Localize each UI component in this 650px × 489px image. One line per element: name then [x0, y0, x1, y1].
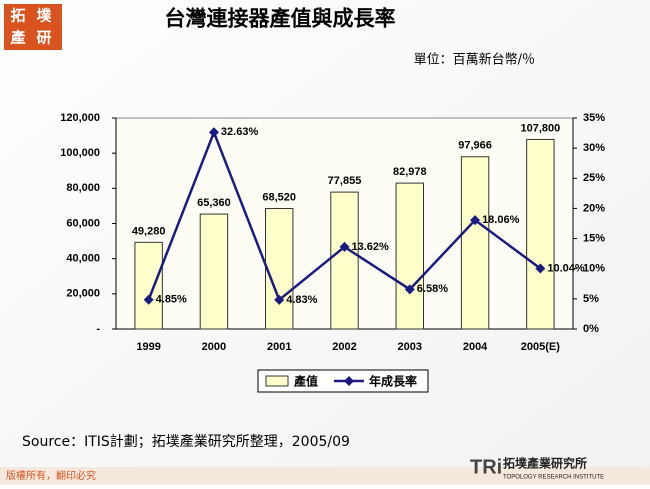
- line-marker: [143, 294, 154, 305]
- legend-label: 產值: [293, 374, 318, 389]
- y2-tick-label: 35%: [583, 112, 605, 124]
- y2-tick-label: 5%: [583, 293, 599, 305]
- bar: [526, 138, 555, 330]
- x-tick-label: 2000: [202, 341, 226, 353]
- x-tick-label: 2002: [332, 341, 356, 353]
- bar: [199, 213, 229, 330]
- legend-marker: [344, 376, 355, 386]
- logo-box: [4, 4, 62, 50]
- line-value-label: 18.06%: [482, 214, 520, 226]
- copyright: 版權所有，翻印必究: [6, 469, 96, 482]
- y-tick-label: -: [96, 323, 100, 335]
- line-value-label: 4.83%: [286, 294, 317, 306]
- source-note: Source：ITIS計劃；拓墣產業研究所整理，2005/09: [22, 433, 350, 450]
- line-marker: [404, 284, 415, 295]
- bar: [395, 182, 424, 330]
- legend-swatch: [265, 375, 289, 387]
- x-tick-label: 2001: [267, 341, 291, 353]
- line-marker: [470, 215, 481, 226]
- logo-char: 拓: [10, 7, 25, 25]
- bar: [330, 191, 359, 330]
- brand-mark: TRi: [470, 456, 502, 478]
- line-value-label: 6.58%: [417, 283, 448, 295]
- y2-tick-label: 30%: [583, 142, 605, 154]
- y-tick-label: 80,000: [66, 182, 100, 194]
- logo-char: 墣: [36, 7, 51, 25]
- legend-label: 年成長率: [369, 374, 417, 389]
- y-tick-label: 120,000: [60, 112, 100, 124]
- y2-tick-label: 20%: [583, 202, 605, 214]
- bar-value-label: 68,520: [262, 191, 296, 203]
- line-value-label: 13.62%: [352, 241, 390, 253]
- line-marker: [208, 127, 219, 138]
- logo-char: 研: [36, 29, 51, 47]
- y2-tick-label: 10%: [583, 263, 605, 275]
- unit-label: 單位：百萬新台幣/％: [414, 52, 535, 68]
- logo-char: 產: [9, 29, 25, 47]
- line-value-label: 10.04%: [547, 262, 585, 274]
- bar: [134, 241, 163, 330]
- bar-value-label: 65,360: [197, 197, 231, 209]
- bar: [265, 208, 294, 330]
- brand-english: TOPOLOGY RESEARCH INSTITUTE: [503, 475, 604, 481]
- bar-value-label: 97,966: [458, 140, 492, 152]
- y-tick-label: 60,000: [66, 217, 100, 229]
- x-tick-label: 2003: [398, 341, 422, 353]
- x-tick-label: 2005(E): [521, 341, 560, 353]
- x-tick-label: 2004: [463, 341, 488, 353]
- y2-tick-label: 0%: [583, 323, 599, 335]
- line-marker: [535, 263, 546, 274]
- y-tick-label: 20,000: [66, 288, 100, 300]
- line-marker: [339, 241, 350, 252]
- x-tick-label: 1999: [136, 341, 160, 353]
- brand-name: 拓墣產業研究所: [503, 456, 587, 471]
- line-value-label: 4.85%: [156, 294, 187, 306]
- y2-tick-label: 15%: [583, 232, 605, 244]
- line-marker: [274, 294, 285, 305]
- y-tick-label: 100,000: [60, 147, 100, 159]
- bar-value-label: 49,280: [132, 225, 166, 237]
- bar-value-label: 82,978: [393, 166, 427, 178]
- line-value-label: 32.63%: [221, 126, 259, 138]
- bar-value-label: 107,800: [520, 122, 560, 134]
- footer-bar: [0, 467, 650, 485]
- y2-tick-label: 25%: [583, 172, 605, 184]
- chart-title: 台灣連接器產值與成長率: [165, 6, 396, 31]
- y-tick-label: 40,000: [66, 253, 100, 265]
- bar: [460, 156, 490, 330]
- bar-value-label: 77,855: [328, 175, 362, 187]
